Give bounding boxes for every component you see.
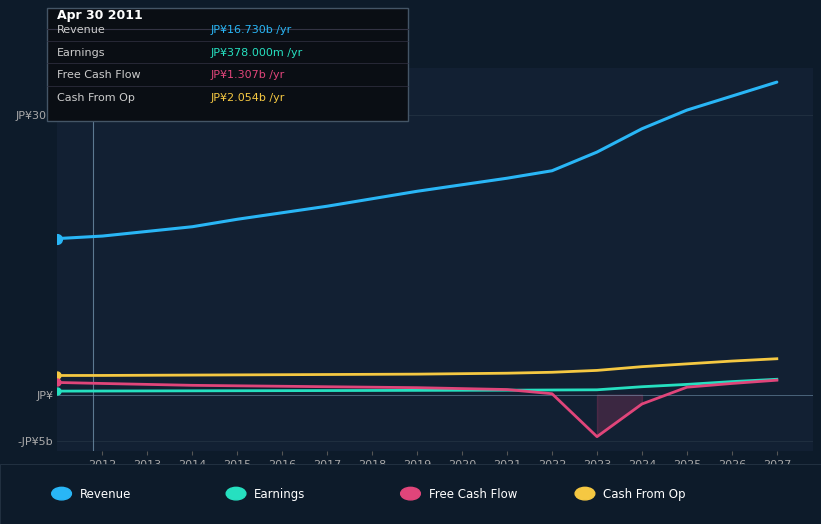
Text: JP¥16.730b /yr: JP¥16.730b /yr <box>211 25 292 35</box>
Text: Cash From Op: Cash From Op <box>603 488 686 501</box>
Text: JP¥378.000m /yr: JP¥378.000m /yr <box>211 48 303 58</box>
Text: Past: Past <box>70 92 91 102</box>
Text: JP¥1.307b /yr: JP¥1.307b /yr <box>211 70 285 80</box>
Text: Apr 30 2011: Apr 30 2011 <box>57 9 142 23</box>
Text: Free Cash Flow: Free Cash Flow <box>57 70 140 80</box>
Text: Analysts Forecasts: Analysts Forecasts <box>98 92 195 102</box>
Text: Earnings: Earnings <box>57 48 105 58</box>
Text: Revenue: Revenue <box>57 25 105 35</box>
Text: JP¥2.054b /yr: JP¥2.054b /yr <box>211 93 286 103</box>
Text: Cash From Op: Cash From Op <box>57 93 135 103</box>
Text: Free Cash Flow: Free Cash Flow <box>429 488 517 501</box>
Text: Earnings: Earnings <box>255 488 305 501</box>
Text: Revenue: Revenue <box>80 488 131 501</box>
